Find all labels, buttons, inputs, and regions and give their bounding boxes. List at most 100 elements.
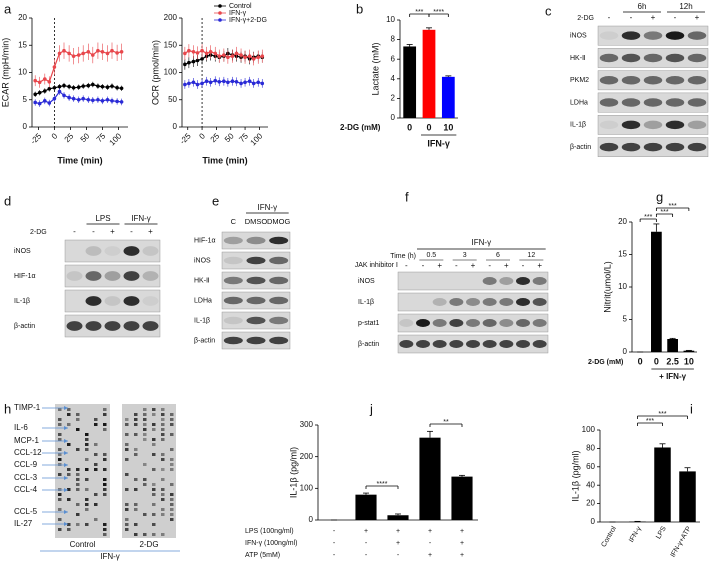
y-tick-label: 8 xyxy=(391,35,396,44)
condition-mark: + xyxy=(460,552,464,559)
blot-row-label: β-actin xyxy=(570,144,591,151)
condition-mark: + xyxy=(428,528,432,535)
array-spot xyxy=(103,523,107,526)
array-spot xyxy=(161,453,165,456)
panel-label: j xyxy=(369,401,373,416)
blot-band xyxy=(665,53,685,63)
panel-label: a xyxy=(4,1,12,16)
data-point xyxy=(191,59,196,64)
blot-strip xyxy=(397,271,549,291)
bar xyxy=(679,471,696,522)
blot-band xyxy=(482,298,497,306)
array-spot xyxy=(85,523,89,526)
array-spot xyxy=(170,513,174,516)
array-spot xyxy=(170,498,174,501)
array-spot xyxy=(58,453,62,456)
array-spot xyxy=(143,408,147,411)
lane-label: - xyxy=(630,13,633,22)
array-spot xyxy=(143,438,147,441)
blot-band xyxy=(599,76,619,85)
blot-band xyxy=(687,76,707,85)
y-tick-label: 100 xyxy=(164,68,178,77)
x-tick-label: 75 xyxy=(95,131,108,144)
array-spot xyxy=(143,423,147,426)
data-point xyxy=(213,51,218,56)
data-point xyxy=(47,87,52,91)
blot-band xyxy=(466,319,480,327)
x-tick-label: 10 xyxy=(684,356,694,366)
array-spot xyxy=(85,443,89,446)
blot-band xyxy=(687,98,707,107)
y-tick-label: 10 xyxy=(618,282,627,291)
data-point xyxy=(67,95,71,100)
x-tick-label: 25 xyxy=(209,131,222,144)
blot-strip xyxy=(221,231,291,250)
group-label: + IFN-γ xyxy=(659,372,686,381)
data-point xyxy=(217,54,222,58)
array-spot xyxy=(170,493,174,496)
data-point xyxy=(222,53,226,57)
y-tick-label: 60 xyxy=(586,462,595,471)
data-point xyxy=(91,53,95,57)
array-spot xyxy=(152,408,156,411)
array-spot xyxy=(134,533,138,536)
blot-row-label: IL-1β xyxy=(358,299,374,306)
blot-band xyxy=(516,277,530,285)
array-spot xyxy=(152,423,156,426)
y-tick-label: 0 xyxy=(591,517,596,526)
blot-strip xyxy=(597,114,709,135)
x-axis-label: Time (min) xyxy=(57,155,102,165)
blot-band xyxy=(482,340,497,348)
data-point xyxy=(222,79,226,84)
lane-label: + xyxy=(537,261,542,270)
array-spot xyxy=(134,418,138,421)
data-point xyxy=(71,54,76,58)
array-spot xyxy=(67,523,71,526)
array-spot xyxy=(67,528,71,531)
array-spot xyxy=(58,493,62,496)
condition-label: LPS (100ng/ml) xyxy=(245,528,294,535)
array-spot xyxy=(94,453,98,456)
data-point xyxy=(96,97,100,102)
array-spot xyxy=(161,498,165,501)
array-spot xyxy=(58,518,62,521)
array-spot xyxy=(125,448,129,451)
array-spot xyxy=(85,508,89,511)
y-tick-label: 15 xyxy=(18,40,27,49)
lane-label: - xyxy=(674,13,677,22)
data-point xyxy=(110,48,114,53)
array-spot xyxy=(134,503,138,506)
blot-band xyxy=(142,321,159,331)
axis-label: 2-DG (mM) xyxy=(588,359,623,366)
array-spot xyxy=(125,423,129,426)
blot-band xyxy=(66,271,83,281)
y-axis-label: Nitrit(umol/L) xyxy=(602,261,612,313)
data-point xyxy=(57,84,62,89)
array-spot xyxy=(161,458,165,461)
x-tick-label: 100 xyxy=(248,131,264,147)
data-point xyxy=(96,48,100,53)
data-point xyxy=(208,80,213,85)
array-spot xyxy=(58,488,62,491)
array-spot xyxy=(58,508,62,511)
data-point xyxy=(52,65,57,69)
data-point xyxy=(43,77,47,81)
array-spot xyxy=(58,473,62,476)
array-spot xyxy=(161,488,165,491)
array-spot xyxy=(67,423,71,426)
array-spot xyxy=(170,518,174,521)
significance-label: **** xyxy=(377,481,388,488)
blot-band xyxy=(516,340,530,348)
blot-band xyxy=(432,340,447,348)
array-spot xyxy=(94,418,98,421)
array-spot xyxy=(152,428,156,431)
bar xyxy=(403,46,417,118)
y-axis-label: OCR (pmol/min) xyxy=(150,40,160,105)
array-spot xyxy=(103,458,107,461)
data-point xyxy=(52,85,57,90)
blot-header: IFN-γ xyxy=(258,203,278,212)
bar xyxy=(683,350,695,352)
blot-band xyxy=(621,120,641,130)
array-spot xyxy=(103,423,107,426)
